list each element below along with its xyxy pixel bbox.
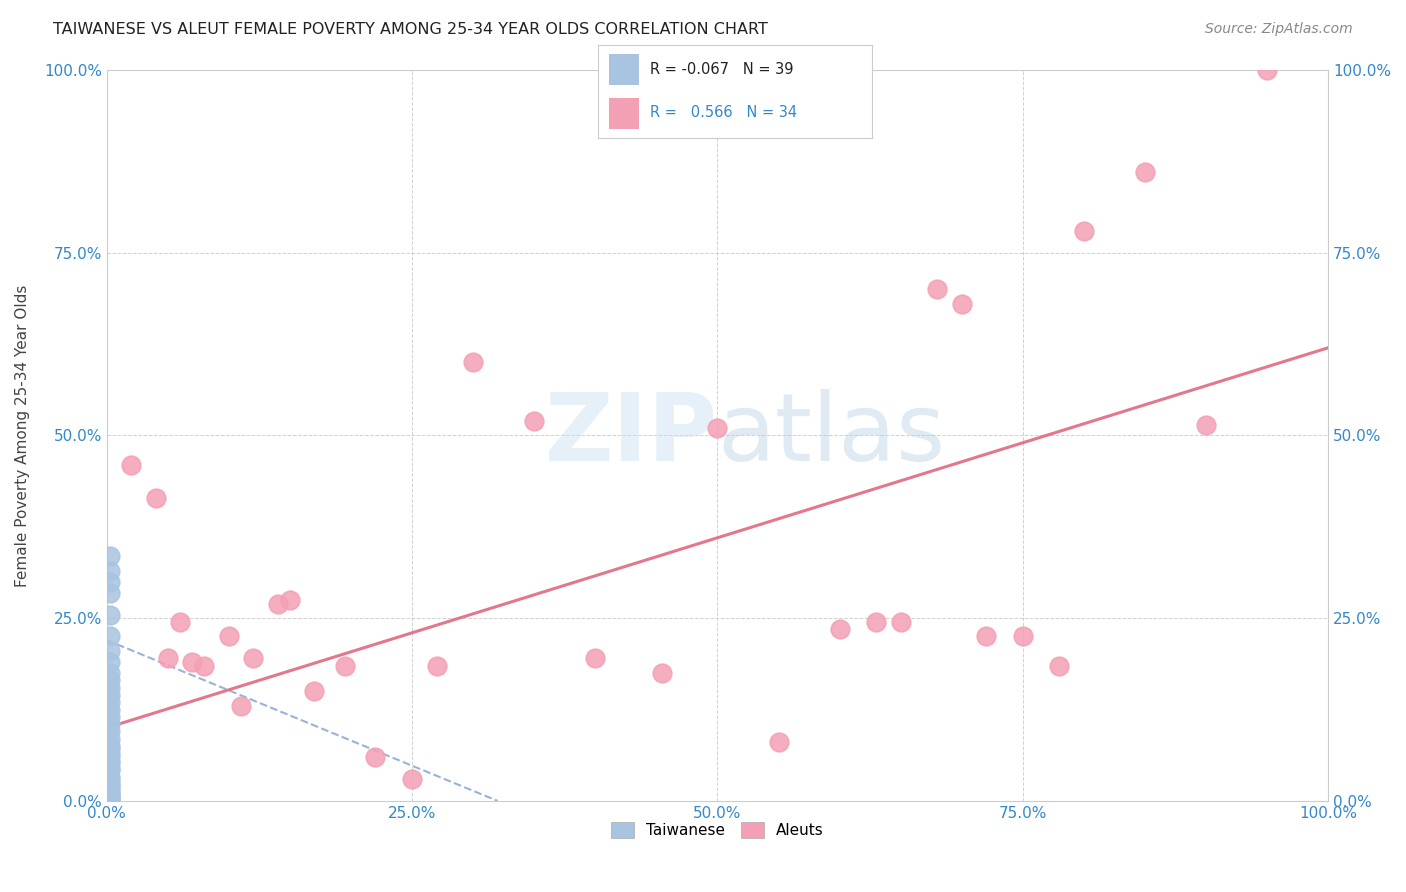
Point (100, 756, 122, 770)
Point (401, 772, 423, 786)
Point (100, 783, 122, 797)
Point (1256, 63, 1278, 78)
Point (651, 665, 673, 680)
Point (828, 622, 851, 636)
Point (865, 615, 887, 629)
Point (100, 787, 122, 801)
Point (100, 789, 122, 803)
Text: atlas: atlas (717, 390, 946, 482)
Point (333, 658, 356, 673)
Point (304, 684, 326, 698)
Point (583, 651, 606, 665)
Point (100, 775, 122, 789)
Point (100, 772, 122, 786)
Point (927, 282, 949, 296)
Point (100, 549, 122, 563)
Point (100, 754, 122, 768)
Point (890, 615, 912, 629)
Point (100, 673, 122, 688)
Point (523, 414, 546, 428)
Point (100, 585, 122, 599)
Point (100, 748, 122, 763)
Text: R =   0.566   N = 34: R = 0.566 N = 34 (650, 105, 797, 120)
Point (100, 741, 122, 756)
Point (1195, 417, 1218, 432)
Point (100, 739, 122, 753)
Point (100, 724, 122, 739)
Legend: Taiwanese, Aleuts: Taiwanese, Aleuts (605, 816, 830, 845)
Point (1133, 165, 1156, 179)
Text: R = -0.067   N = 39: R = -0.067 N = 39 (650, 62, 793, 77)
Point (145, 491, 167, 505)
Point (100, 778, 122, 792)
Point (218, 630, 240, 644)
Point (425, 658, 447, 673)
Point (156, 651, 179, 665)
FancyBboxPatch shape (609, 54, 638, 85)
Y-axis label: Female Poverty Among 25-34 Year Olds: Female Poverty Among 25-34 Year Olds (15, 285, 30, 587)
Point (100, 779, 122, 793)
Point (1073, 224, 1095, 238)
Point (100, 770, 122, 784)
Point (100, 688, 122, 702)
Point (768, 735, 790, 749)
FancyBboxPatch shape (609, 98, 638, 129)
Point (100, 702, 122, 716)
Text: TAIWANESE VS ALEUT FEMALE POVERTY AMONG 25-34 YEAR OLDS CORRELATION CHART: TAIWANESE VS ALEUT FEMALE POVERTY AMONG … (53, 22, 768, 37)
Point (100, 717, 122, 731)
Point (100, 791, 122, 805)
Point (950, 297, 973, 311)
Point (100, 695, 122, 709)
Point (100, 564, 122, 578)
Point (242, 651, 264, 665)
Point (100, 793, 122, 807)
Point (1011, 630, 1033, 644)
Point (100, 710, 122, 724)
Point (974, 630, 997, 644)
Point (278, 593, 301, 607)
Point (100, 794, 122, 808)
Point (100, 574, 122, 589)
Point (100, 785, 122, 799)
Point (364, 750, 387, 764)
Point (229, 698, 252, 713)
Point (100, 761, 122, 775)
Point (100, 747, 122, 761)
Point (100, 790, 122, 805)
Text: Source: ZipAtlas.com: Source: ZipAtlas.com (1205, 22, 1353, 37)
Point (267, 597, 290, 611)
Point (706, 421, 728, 435)
Point (100, 644, 122, 658)
Point (100, 630, 122, 644)
Point (169, 615, 191, 629)
Point (120, 458, 142, 472)
Point (1049, 658, 1071, 673)
Text: ZIP: ZIP (544, 390, 717, 482)
Point (100, 763, 122, 777)
Point (100, 655, 122, 669)
Point (100, 607, 122, 622)
Point (193, 658, 215, 673)
Point (100, 731, 122, 746)
Point (181, 655, 204, 669)
Point (100, 665, 122, 680)
Point (463, 355, 485, 369)
Point (100, 681, 122, 695)
